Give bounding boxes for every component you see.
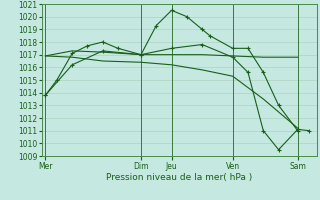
X-axis label: Pression niveau de la mer( hPa ): Pression niveau de la mer( hPa ) xyxy=(106,173,252,182)
